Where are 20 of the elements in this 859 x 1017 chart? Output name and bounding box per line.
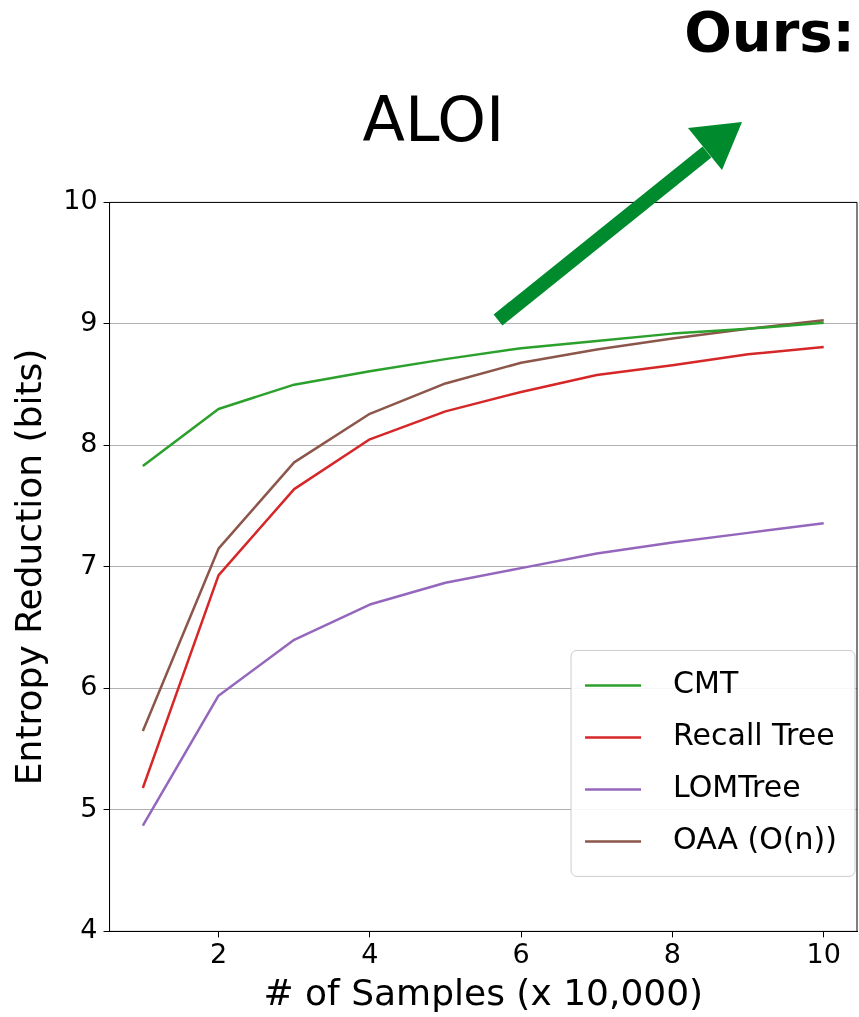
y-tick-label: 4 xyxy=(80,913,98,945)
y-tick-label: 7 xyxy=(80,548,98,580)
x-tick-label: 8 xyxy=(663,937,681,969)
y-tick-label: 9 xyxy=(80,305,98,337)
x-axis-title: # of Samples (x 10,000) xyxy=(263,971,704,1013)
y-tick-label: 5 xyxy=(80,791,98,823)
y-tick-label: 10 xyxy=(63,184,98,216)
x-tick-label: 6 xyxy=(512,937,530,969)
x-tick-label: 2 xyxy=(209,937,228,969)
legend-label: LOMTree xyxy=(673,769,801,805)
x-tick-label: 4 xyxy=(361,937,379,969)
y-tick-label: 6 xyxy=(80,670,98,702)
chart-title: ALOI xyxy=(362,83,505,157)
y-tick-label: 8 xyxy=(80,427,98,459)
legend-label: CMT xyxy=(673,665,739,701)
legend-label: Recall Tree xyxy=(673,717,835,753)
y-axis-title: Entropy Reduction (bits) xyxy=(7,348,49,786)
x-tick-label: 10 xyxy=(806,937,841,969)
text: Ours: xyxy=(684,0,855,64)
legend-label: OAA (O(n)) xyxy=(673,821,838,857)
